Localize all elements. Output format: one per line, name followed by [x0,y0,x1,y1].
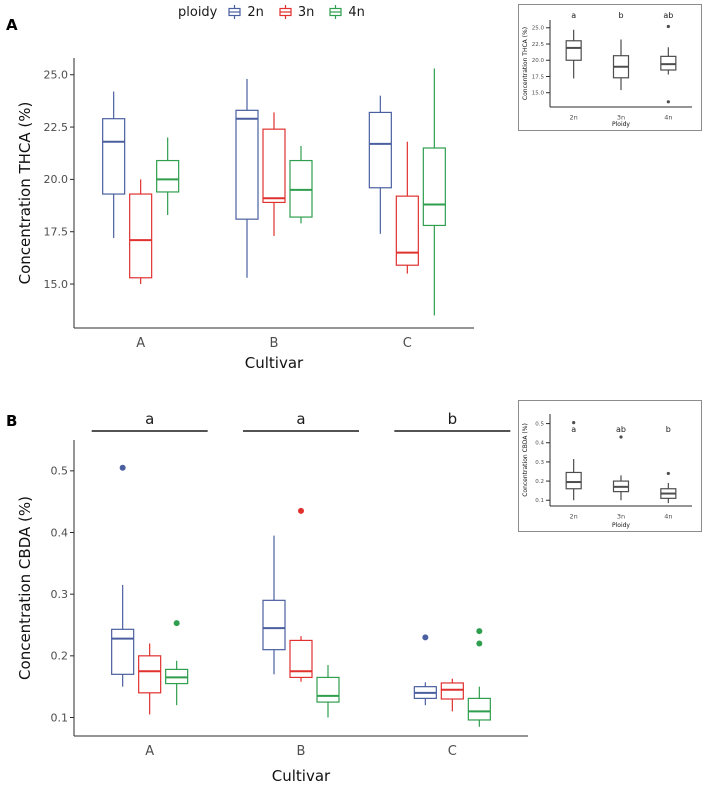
y-tick-label: 22.5 [44,121,69,134]
y-tick-label: 20.0 [44,173,69,186]
outlier-point [572,421,576,425]
significance-letter: a [296,410,305,428]
cbda-inset-chart: 0.1 0.2 0.3 0.4 0.5 2n 3n 4n a ab b Concentration C… [522,414,692,529]
boxplot-key-icon [279,5,292,19]
box [102,118,126,195]
box [235,109,259,220]
y-tick-label: 15.0 [532,91,545,97]
legend-item-label: 4n [348,4,365,20]
cbda-boxplot-chart: 0.1 0.2 0.3 0.4 0.5 A B Ca a b Concentration CBDA … [16,410,528,785]
box [289,159,313,218]
outlier-point [666,100,670,104]
y-axis-title: Concentration THCA (%) [522,27,529,100]
y-axis-title: Concentration THCA (%) [16,102,34,285]
x-category-label: 4n [664,513,672,521]
y-tick-label: 25.0 [44,69,69,82]
significance-letter: ab [616,425,626,434]
panel-b-label: B [6,412,18,430]
legend-item-2n: 2n [226,4,264,20]
legend-item-label: 3n [297,4,315,20]
y-tick-label: 0.4 [535,441,544,447]
significance-letter: ab [663,11,673,20]
y-tick-label: 20.0 [532,58,545,64]
outlier-point [119,464,126,471]
y-tick-label: 0.4 [51,526,69,539]
outlier-point [476,640,483,647]
outlier-point [422,634,429,641]
x-category-label: C [403,336,412,351]
legend-items: 2n 3n 4n [226,4,365,20]
x-category-label: B [297,744,306,759]
y-axis-title: Concentration CBDA (%) [16,496,34,680]
y-tick-label: 0.1 [51,711,69,724]
box [316,676,340,703]
y-axis-title: Concentration CBDA (%) [522,423,529,497]
box [129,193,153,279]
x-axis-title: Ploidy [612,522,630,529]
x-category-label: 4n [664,114,672,122]
ploidy-legend: ploidy 2n 3n 4n [178,4,365,20]
legend-title: ploidy [178,4,218,20]
box [262,128,286,204]
x-category-label: 3n [617,513,625,521]
y-tick-label: 15.0 [44,278,69,291]
significance-letter: b [618,11,623,20]
x-category-label: 2n [570,114,578,122]
significance-letter: a [145,410,154,428]
box [262,599,286,651]
box [138,655,162,694]
y-tick-label: 17.5 [44,226,69,239]
y-tick-label: 0.3 [51,588,69,601]
boxplot-key-icon [228,5,241,19]
box [422,147,446,227]
x-category-label: 2n [570,513,578,521]
box [565,40,582,61]
y-tick-label: 0.3 [535,460,544,466]
thca-ploidy-inset: 15.0 17.5 20.0 22.5 25.0 2n 3n 4n a b ab Concentrat… [518,4,702,131]
y-tick-label: 0.2 [51,650,69,663]
significance-letter: a [571,425,576,434]
box [111,628,135,675]
cbda-ploidy-inset: 0.1 0.2 0.3 0.4 0.5 2n 3n 4n a ab b Concentration C… [518,400,702,532]
box [565,471,582,490]
y-tick-label: 0.2 [535,479,544,485]
outlier-point [476,628,483,635]
y-tick-label: 0.5 [51,465,69,478]
outlier-point [619,435,623,439]
thca-inset-chart: 15.017.520.022.525.02n 3n 4na b abConcentrat… [522,11,692,128]
significance-letter: b [666,425,671,434]
panel-a-label: A [6,16,18,34]
significance-letter: b [448,410,458,428]
x-axis-title: Cultivar [245,354,304,372]
x-category-label: C [448,744,457,759]
outlier-point [666,471,670,476]
legend-item-3n: 3n [277,4,315,20]
box [156,159,180,193]
y-tick-label: 17.5 [532,74,545,80]
outlier-point [298,507,304,514]
legend-item-4n: 4n [327,4,365,20]
box [467,697,491,721]
box [368,111,392,189]
y-tick-label: 22.5 [532,42,545,48]
x-category-label: A [145,744,154,759]
box [395,195,419,266]
y-tick-label: 0.1 [535,498,544,504]
thca-boxplot-chart: 15.0 17.5 20.0 22.5 25.0 A B C Concentration THC… [16,58,474,372]
y-tick-label: 0.5 [535,422,544,428]
outlier-point [173,620,180,627]
x-axis-title: Ploidy [612,121,630,128]
y-tick-label: 25.0 [532,26,545,32]
outlier-point [666,24,670,29]
significance-letter: a [571,11,576,20]
x-category-label: A [136,336,145,351]
legend-item-label: 2n [247,4,264,20]
x-category-label: 3n [617,114,625,122]
box [440,682,464,700]
x-category-label: B [270,336,279,351]
boxplot-key-icon [329,5,343,19]
x-axis-title: Cultivar [272,767,331,785]
box [289,639,313,679]
